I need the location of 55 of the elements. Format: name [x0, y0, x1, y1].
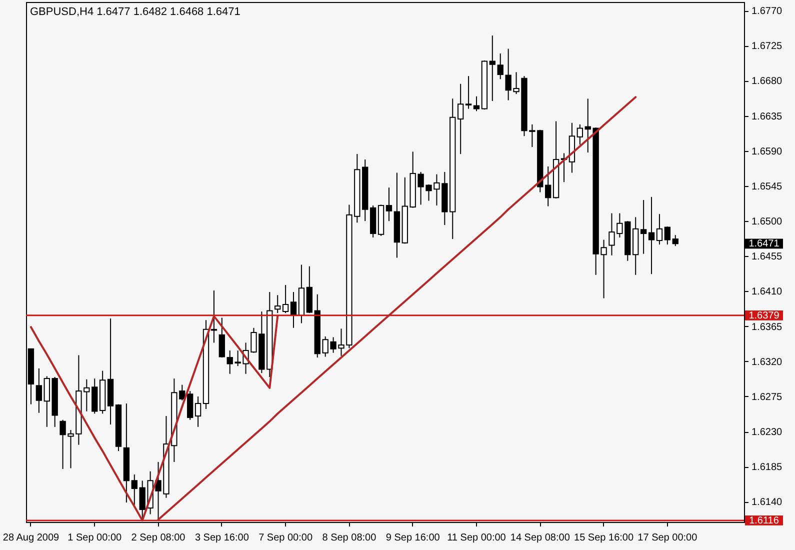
y-tick-label: 1.6365 — [752, 322, 783, 333]
ref-line-label: 1.6379 — [748, 310, 780, 322]
line-series — [30, 315, 279, 522]
candlestick — [545, 166, 552, 207]
y-tick-label: 1.6140 — [752, 497, 783, 508]
candlestick — [131, 474, 138, 506]
candlestick — [282, 284, 289, 314]
candlestick — [664, 226, 671, 245]
y-tick-label: 1.6230 — [752, 427, 783, 438]
x-tick-label: 14 Sep 08:00 — [510, 532, 570, 544]
text: 1.6471 — [748, 238, 780, 250]
y-tick-label: 1.6320 — [752, 356, 783, 368]
candlestick — [218, 317, 225, 358]
candlestick — [274, 294, 281, 314]
y-tick-label: 1.6770 — [752, 6, 783, 18]
x-tick-label: 8 Sep 08:00 — [322, 532, 377, 544]
y-tick-label: 1.6455 — [752, 252, 783, 263]
y-tick-label: 1.6410 — [752, 286, 783, 298]
line-series — [157, 96, 637, 521]
y-tick-label: 1.6725 — [752, 41, 783, 52]
candlestick — [187, 390, 194, 420]
x-tick-label: 17 Sep 00:00 — [638, 532, 698, 544]
x-tick-label: 28 Aug 2009 — [2, 532, 60, 544]
candlestick — [36, 368, 42, 414]
candlestick — [386, 187, 392, 222]
x-tick-label: 7 Sep 00:00 — [258, 532, 313, 544]
candlestick — [672, 234, 678, 247]
x-tick-label: 3 Sep 16:00 — [194, 532, 250, 544]
x-tick-label: 2 Sep 08:00 — [131, 532, 186, 544]
candlestick — [210, 290, 218, 344]
candlestick — [457, 83, 464, 155]
candlestick — [489, 35, 496, 102]
candlestick — [648, 196, 655, 275]
candlestick — [290, 292, 297, 328]
x-tick-label: 1 Sep 00:00 — [68, 532, 122, 544]
y-tick-label: 1.6680 — [752, 76, 783, 88]
x-tick-label: 9 Sep 16:00 — [386, 532, 440, 544]
y-tick-label: 1.6275 — [752, 392, 783, 403]
candlestick — [640, 200, 647, 254]
ref-line-label: 1.6116 — [749, 515, 780, 526]
y-tick-label: 1.6545 — [752, 181, 783, 192]
y-tick-label: 1.6185 — [752, 462, 783, 474]
x-tick-label: 11 Sep 00:00 — [447, 532, 506, 544]
y-tick-label: 1.6635 — [752, 111, 783, 122]
candlestick — [465, 76, 472, 110]
candlestick — [576, 124, 583, 146]
candlestick — [473, 96, 480, 112]
candlestick — [194, 396, 202, 428]
y-tick-label: 1.6590 — [752, 146, 783, 158]
candlestick — [497, 52, 504, 80]
x-tick-label: 15 Sep 16:00 — [574, 532, 634, 544]
y-tick-label: 1.6500 — [752, 216, 783, 228]
chart-title: GBPUSD,H4 1.6477 1.6482 1.6468 1.6471 — [30, 6, 240, 18]
candlestick — [656, 214, 663, 245]
candlestick — [44, 376, 50, 428]
